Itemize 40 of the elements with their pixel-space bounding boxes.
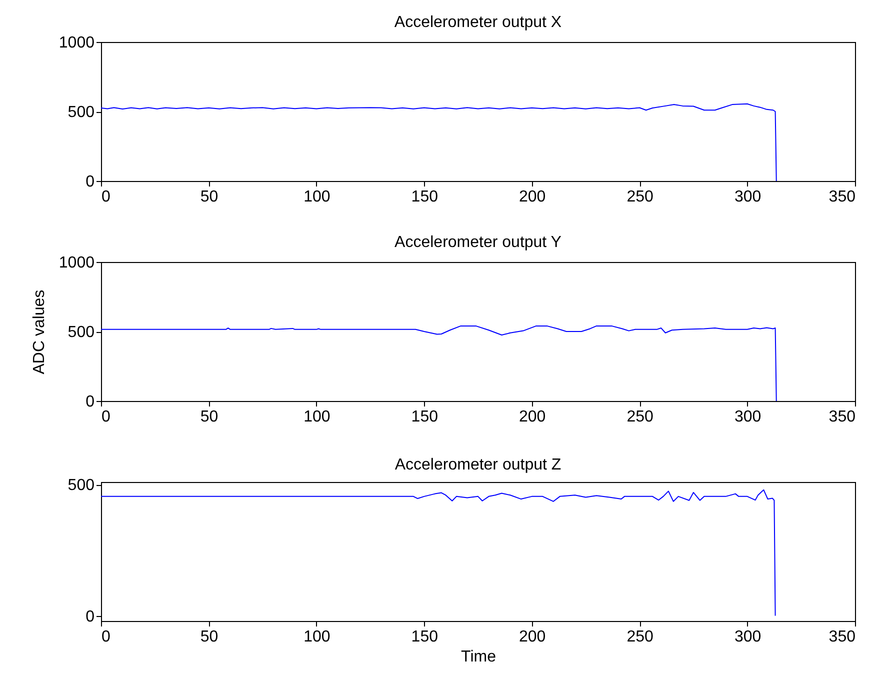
- y-tick-label: 1000: [58, 254, 95, 272]
- x-tick-label: 300: [734, 628, 762, 646]
- x-axis-title: Time: [461, 648, 496, 666]
- x-tick-label: 250: [626, 408, 654, 426]
- x-tick-label: 0: [102, 188, 110, 206]
- chart-title: Accelerometer output Y: [394, 234, 562, 251]
- line-series: [101, 325, 777, 401]
- x-tick-label: 0: [102, 408, 110, 426]
- line-series: [101, 103, 777, 181]
- y-tick-label: 0: [86, 174, 95, 190]
- x-tick-label: 300: [734, 408, 762, 426]
- x-tick-label: 150: [411, 628, 438, 646]
- y-tick-label: 0: [86, 608, 95, 626]
- line-series: [101, 489, 776, 616]
- chart-title: Accelerometer output X: [394, 14, 562, 31]
- x-tick-label: 150: [411, 188, 438, 206]
- chart-title: Accelerometer output Z: [394, 456, 562, 474]
- y-tick-label: 500: [68, 324, 95, 341]
- x-tick-label: 350: [828, 188, 856, 206]
- y-tick-label: 1000: [58, 34, 95, 52]
- x-tick-label: 0: [102, 628, 110, 646]
- x-tick-label: 50: [200, 188, 218, 206]
- x-tick-label: 250: [626, 188, 654, 206]
- x-tick-label: 200: [519, 628, 546, 646]
- x-tick-label: 100: [304, 628, 330, 646]
- x-tick-label: 100: [304, 408, 330, 426]
- y-axis-title: ADC values: [30, 290, 48, 374]
- y-tick-label: 0: [86, 394, 95, 410]
- x-tick-label: 50: [200, 408, 218, 426]
- y-tick-label: 500: [68, 477, 95, 494]
- x-tick-label: 300: [734, 188, 762, 206]
- x-tick-label: 50: [200, 628, 218, 646]
- x-tick-label: 350: [828, 628, 856, 646]
- x-tick-label: 200: [519, 408, 546, 426]
- x-tick-label: 350: [828, 408, 856, 426]
- x-tick-label: 200: [519, 188, 546, 206]
- x-tick-label: 100: [304, 188, 330, 206]
- y-tick-label: 500: [68, 104, 95, 121]
- x-tick-label: 150: [411, 408, 438, 426]
- x-tick-label: 250: [626, 628, 654, 646]
